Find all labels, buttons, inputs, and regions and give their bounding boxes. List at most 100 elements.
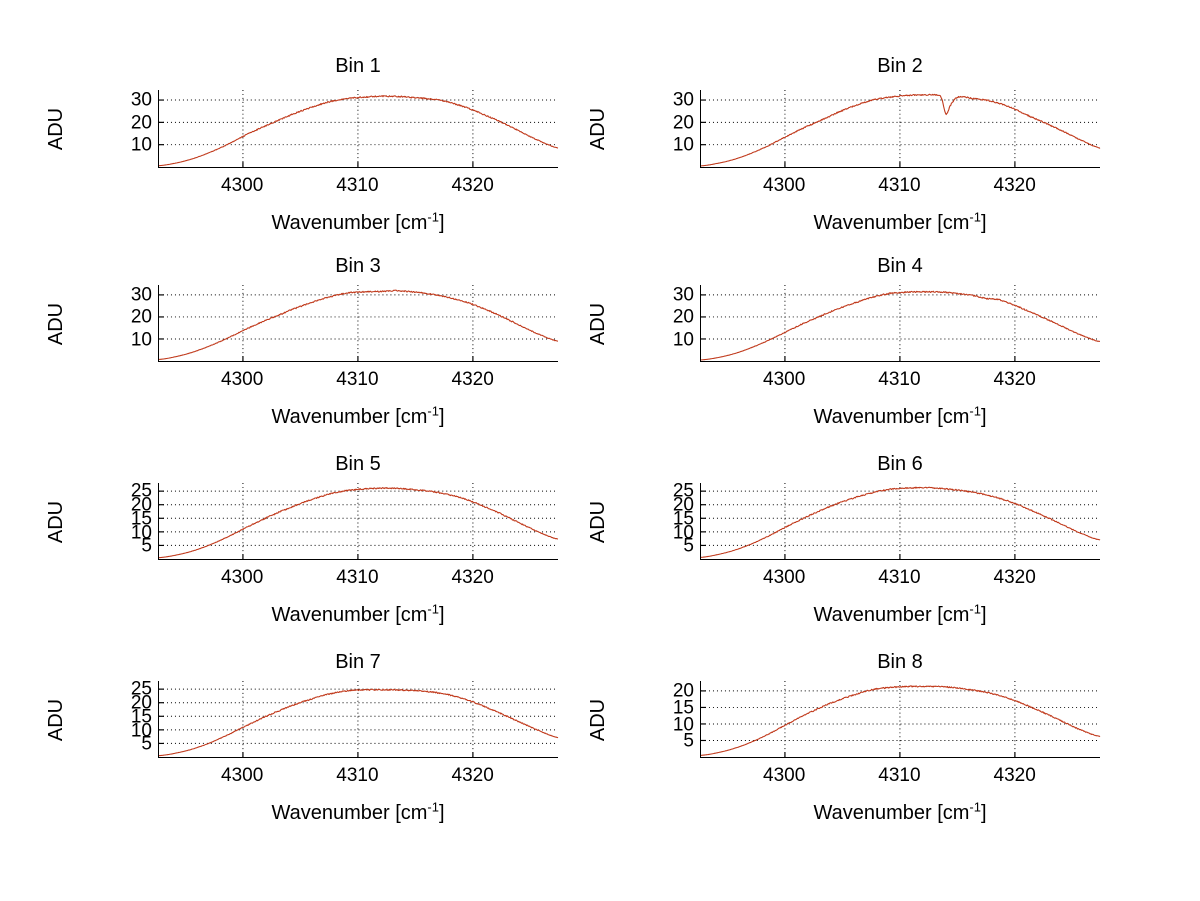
plot-area-1 [158, 90, 559, 168]
y-tick-label: 5 [683, 535, 694, 557]
spectrum-trace [700, 486, 1101, 558]
x-axis-label-exponent: -1 [427, 601, 439, 617]
x-tick-label: 4320 [451, 765, 494, 786]
spectrum-trace [158, 95, 559, 167]
x-axis-label-tail: ] [438, 802, 445, 824]
x-axis-label-tail: ] [980, 802, 987, 824]
x-tick-label: 4310 [878, 567, 921, 588]
x-tick-label: 4320 [993, 369, 1036, 390]
y-axis-label-7: ADU [45, 698, 67, 741]
y-tick-label: 10 [130, 329, 152, 351]
x-tick-label: 4300 [763, 175, 806, 196]
y-tick-labels-5: 5 10 15 20 25 [110, 480, 156, 560]
y-axis-label-6: ADU [587, 500, 609, 543]
y-tick-label: 5 [683, 730, 694, 752]
x-axis-label-tail: ] [438, 212, 445, 234]
y-tick-label: 20 [672, 680, 694, 702]
axes-box [700, 483, 1101, 560]
x-tick-label: 4300 [763, 765, 806, 786]
y-tick-label: 10 [130, 720, 152, 741]
panel-title-4: Bin 4 [877, 255, 923, 277]
plot-area-6 [700, 483, 1101, 560]
y-tick-label: 30 [130, 284, 152, 306]
y-tick-label: 30 [672, 89, 694, 111]
y-tick-labels-6: 5 10 15 20 25 [652, 482, 698, 560]
y-tick-label: 25 [130, 678, 152, 700]
y-tick-labels-1: 10 20 30 [110, 90, 156, 168]
y-tick-label: 10 [672, 134, 694, 156]
y-tick-label: 20 [130, 306, 152, 328]
y-tick-labels-3: 10 20 30 [110, 285, 156, 362]
axes-box [158, 483, 559, 560]
y-axis-label-2: ADU [587, 107, 609, 151]
spectrum-trace [158, 289, 559, 360]
y-tick-label: 15 [130, 706, 152, 728]
panel-title-6: Bin 6 [877, 453, 923, 475]
x-tick-label: 4320 [993, 567, 1036, 588]
x-axis-label-exponent: -1 [969, 799, 981, 815]
axes-box [158, 90, 559, 168]
x-tick-label: 4320 [451, 369, 494, 390]
x-tick-label: 4310 [878, 175, 921, 196]
axes-box [158, 681, 559, 758]
x-axis-label-text: Wavenumber [cm [271, 604, 428, 626]
panel-title-2: Bin 2 [877, 55, 923, 77]
x-axis-label-text: Wavenumber [cm [813, 802, 970, 824]
y-tick-label: 15 [672, 508, 694, 530]
x-axis-label-text: Wavenumber [cm [271, 802, 428, 824]
x-axis-label-4: Wavenumber [cm-1] [700, 404, 1100, 428]
y-tick-label: 20 [130, 494, 152, 516]
x-axis-label-exponent: -1 [427, 403, 439, 419]
x-tick-label: 4300 [221, 567, 264, 588]
y-tick-label: 20 [672, 112, 694, 134]
x-tick-label: 4300 [221, 369, 264, 390]
x-tick-label: 4300 [763, 369, 806, 390]
x-axis-label-text: Wavenumber [cm [271, 406, 428, 428]
spectrum-trace [158, 688, 559, 757]
x-axis-label-7: Wavenumber [cm-1] [158, 800, 558, 824]
y-axis-label-4: ADU [587, 302, 609, 345]
y-tick-labels-2: 10 20 30 [652, 90, 698, 168]
x-axis-label-tail: ] [438, 406, 445, 428]
x-tick-label: 4310 [878, 369, 921, 390]
y-tick-labels-8: 5 10 15 20 [652, 681, 698, 758]
y-tick-label: 10 [672, 329, 694, 351]
x-tick-label: 4320 [451, 567, 494, 588]
spectrum-trace [700, 93, 1101, 167]
x-tick-label: 4310 [336, 567, 379, 588]
y-tick-label: 25 [130, 480, 152, 502]
y-tick-label: 10 [672, 714, 694, 736]
axes-box [158, 285, 559, 362]
spectrum-trace [158, 486, 559, 559]
x-axis-label-6: Wavenumber [cm-1] [700, 602, 1100, 626]
spectrum-trace [700, 685, 1101, 756]
plot-area-3 [158, 285, 559, 362]
axes-box [700, 90, 1101, 168]
x-axis-label-exponent: -1 [427, 209, 439, 225]
y-tick-label: 10 [672, 522, 694, 543]
y-tick-label: 20 [130, 692, 152, 714]
spectrum-trace [700, 290, 1101, 361]
x-tick-label: 4320 [451, 175, 494, 196]
x-tick-label: 4300 [221, 175, 264, 196]
y-tick-labels-4: 10 20 30 [652, 285, 698, 362]
x-tick-label: 4320 [993, 765, 1036, 786]
y-tick-label: 20 [672, 306, 694, 328]
plot-area-5 [158, 483, 559, 560]
y-tick-label: 20 [130, 112, 152, 134]
panel-title-7: Bin 7 [335, 651, 381, 673]
panel-title-3: Bin 3 [335, 255, 381, 277]
x-axis-label-8: Wavenumber [cm-1] [700, 799, 1100, 824]
axes-box [700, 285, 1101, 362]
plot-area-7 [158, 681, 559, 758]
y-tick-label: 5 [141, 733, 152, 755]
x-axis-label-5: Wavenumber [cm-1] [158, 601, 558, 626]
x-tick-label: 4310 [336, 369, 379, 390]
x-axis-label-tail: ] [980, 604, 987, 626]
